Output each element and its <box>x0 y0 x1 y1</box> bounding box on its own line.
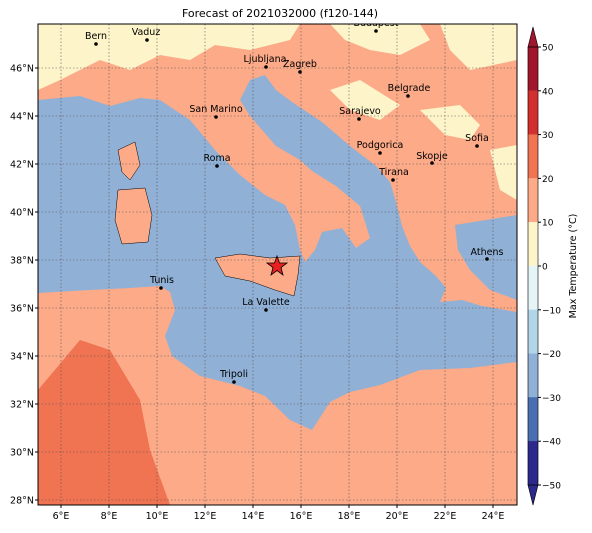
city-label: Tripoli <box>219 369 248 380</box>
cold-patch <box>38 24 300 90</box>
colorbar-band <box>527 90 539 135</box>
city-label: Tirana <box>378 167 409 178</box>
colorbar-band <box>527 397 539 442</box>
colorbar-tick-label: 20 <box>542 175 554 185</box>
colorbar-arrow <box>527 484 539 506</box>
y-tick-label: 36°N <box>10 304 34 315</box>
colorbar-tick-label: −10 <box>542 306 561 316</box>
x-tick-label: 10°E <box>146 511 169 522</box>
y-tick-label: 28°N <box>10 496 34 507</box>
city-label: Skopje <box>416 151 448 162</box>
city-label: Bern <box>85 31 107 42</box>
city-label: Athens <box>471 247 504 258</box>
colorbar-tick-label: 50 <box>542 44 554 54</box>
y-tick-label: 30°N <box>10 448 34 459</box>
location-star <box>265 254 289 277</box>
city-label: La Valette <box>242 297 290 308</box>
city-label: Sofia <box>465 133 489 144</box>
x-tick-label: 22°E <box>434 511 457 522</box>
colorbar-band <box>527 134 539 179</box>
city-label: Roma <box>203 153 230 164</box>
hot-patch <box>38 340 170 505</box>
y-tick-label: 38°N <box>10 256 34 267</box>
colorbar-tick-label: −20 <box>542 350 561 360</box>
colorbar-tick-label: 10 <box>542 219 554 229</box>
map-area: Bern Vaduz Budapest Ljubljana Zagreb Bel… <box>38 18 517 505</box>
x-tick-label: 14°E <box>242 511 265 522</box>
city-label: Zagreb <box>283 59 317 70</box>
y-tick-label: 42°N <box>10 160 34 171</box>
x-tick-label: 8°E <box>101 511 118 522</box>
city-dots <box>94 29 489 384</box>
colorbar-band <box>527 353 539 398</box>
map-frame <box>37 23 518 506</box>
cold-patch <box>120 24 517 200</box>
x-tick-label: 20°E <box>386 511 409 522</box>
y-tick-label: 44°N <box>10 112 34 123</box>
colorbar-band <box>527 441 539 486</box>
city-label: Ljubljana <box>244 54 287 65</box>
x-tick-label: 24°E <box>482 511 505 522</box>
colorbar-band <box>527 46 539 91</box>
city-label: Sarajevo <box>339 106 381 117</box>
colorbar-tick-label: 40 <box>542 87 554 97</box>
city-label: Belgrade <box>388 83 431 94</box>
colorbar-band <box>527 178 539 223</box>
colorbar-tick-label: −50 <box>542 482 561 492</box>
title: Forecast of 2021032000 (f120-144) <box>182 7 378 20</box>
colorbar-arrow <box>527 26 539 48</box>
y-tick-label: 34°N <box>10 352 34 363</box>
x-tick-label: 12°E <box>194 511 217 522</box>
x-tick-label: 16°E <box>290 511 313 522</box>
colorbar-tick-label: 0 <box>542 263 548 273</box>
y-tick-label: 40°N <box>10 208 34 219</box>
corsica-sardinia <box>114 141 153 245</box>
colorbar-tick-label: −40 <box>542 438 561 448</box>
y-tick-label: 32°N <box>10 400 34 411</box>
city-label: Podgorica <box>357 140 404 151</box>
city-label: Vaduz <box>132 27 161 38</box>
colorbar-band <box>527 309 539 354</box>
sea <box>455 215 517 300</box>
city-label: Budapest <box>354 18 399 29</box>
y-tick-label: 46°N <box>10 64 34 75</box>
colorbar-tick-label: −30 <box>542 394 561 404</box>
colorbar-tick-label: 30 <box>542 131 554 141</box>
colorbar-band <box>527 222 539 267</box>
colorbar-label: Max Temperature (°C) <box>568 214 579 319</box>
city-label: Tunis <box>149 275 174 286</box>
city-label: San Marino <box>189 104 242 115</box>
x-tick-label: 18°E <box>338 511 361 522</box>
x-tick-label: 6°E <box>53 511 70 522</box>
colorbar-band <box>527 265 539 310</box>
